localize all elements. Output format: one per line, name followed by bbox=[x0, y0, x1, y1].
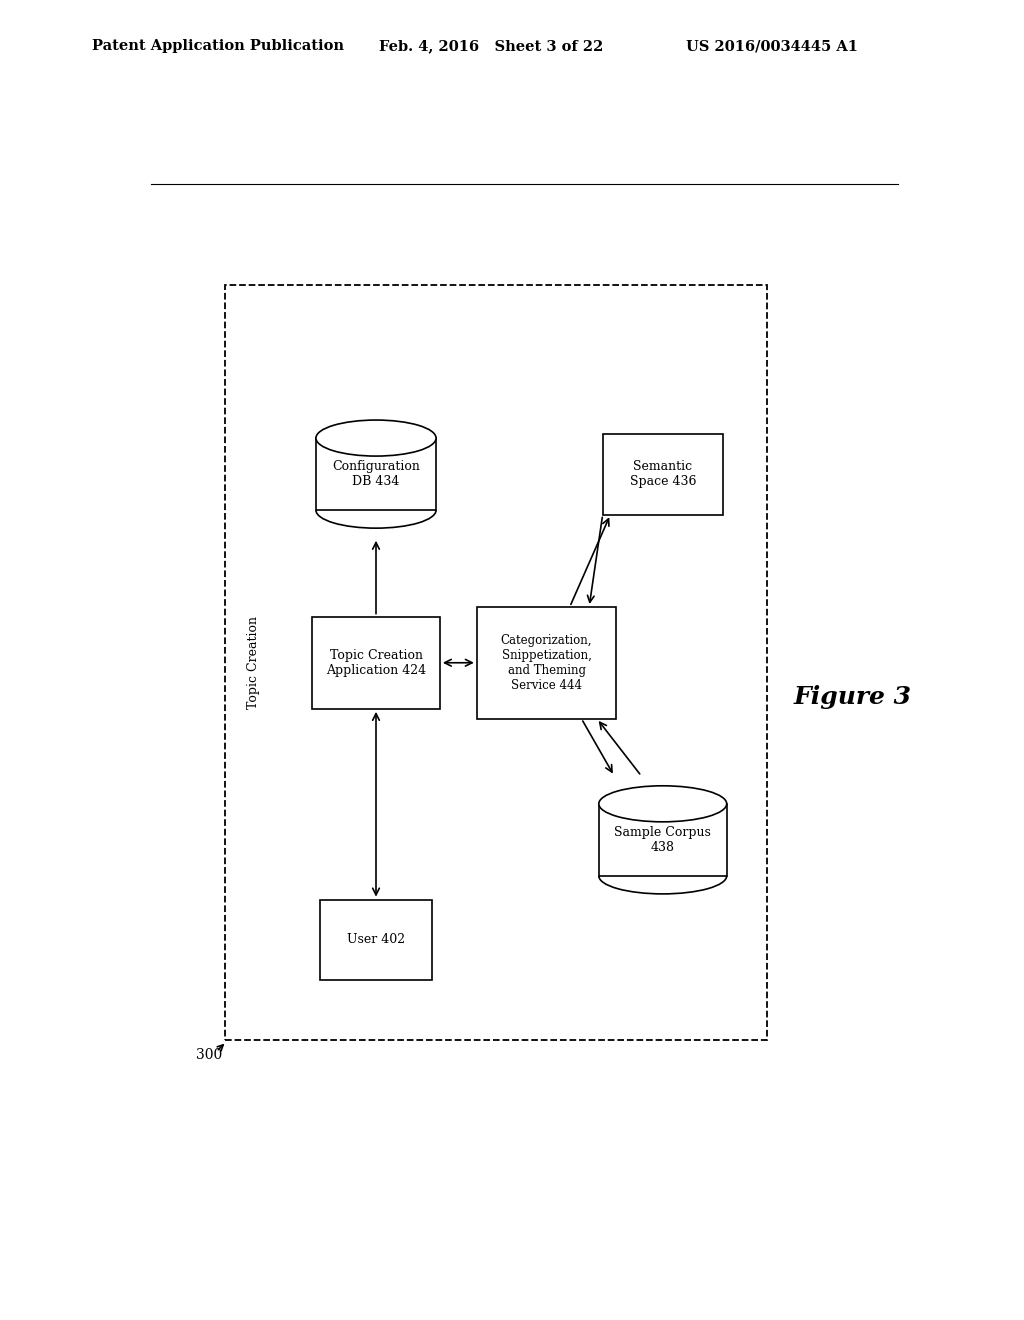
Text: Feb. 4, 2016   Sheet 3 of 22: Feb. 4, 2016 Sheet 3 of 22 bbox=[379, 40, 603, 53]
Bar bbox=[312, 616, 440, 709]
Text: Figure 3: Figure 3 bbox=[794, 685, 911, 709]
Text: Patent Application Publication: Patent Application Publication bbox=[92, 40, 344, 53]
Bar bbox=[603, 434, 723, 515]
Text: 300: 300 bbox=[197, 1048, 222, 1063]
Bar bbox=[319, 899, 432, 981]
Bar bbox=[477, 607, 616, 718]
Text: US 2016/0034445 A1: US 2016/0034445 A1 bbox=[686, 40, 858, 53]
Ellipse shape bbox=[599, 785, 727, 822]
Text: Categorization,
Snippetization,
and Theming
Service 444: Categorization, Snippetization, and Them… bbox=[501, 634, 592, 692]
Text: Sample Corpus
438: Sample Corpus 438 bbox=[614, 826, 712, 854]
Bar bbox=[599, 804, 727, 876]
Text: User 402: User 402 bbox=[347, 933, 406, 946]
Text: Topic Creation
Application 424: Topic Creation Application 424 bbox=[326, 648, 426, 677]
Bar bbox=[225, 285, 767, 1040]
Bar bbox=[316, 438, 436, 510]
Text: Configuration
DB 434: Configuration DB 434 bbox=[332, 461, 420, 488]
Ellipse shape bbox=[316, 420, 436, 457]
Text: Semantic
Space 436: Semantic Space 436 bbox=[630, 461, 696, 488]
Text: Topic Creation: Topic Creation bbox=[247, 616, 260, 709]
